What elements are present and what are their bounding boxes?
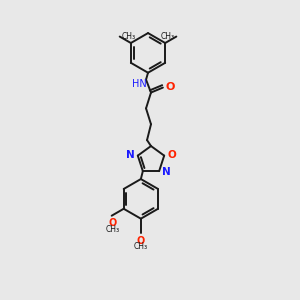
Text: N: N bbox=[162, 167, 171, 177]
Text: CH₃: CH₃ bbox=[106, 225, 120, 234]
Text: N: N bbox=[126, 150, 134, 160]
Text: O: O bbox=[109, 218, 117, 228]
Text: CH₃: CH₃ bbox=[160, 32, 174, 41]
Text: O: O bbox=[168, 150, 176, 160]
Text: CH₃: CH₃ bbox=[134, 242, 148, 251]
Text: O: O bbox=[166, 82, 175, 92]
Text: HN: HN bbox=[132, 79, 146, 88]
Text: CH₃: CH₃ bbox=[122, 32, 136, 41]
Text: O: O bbox=[137, 236, 145, 245]
